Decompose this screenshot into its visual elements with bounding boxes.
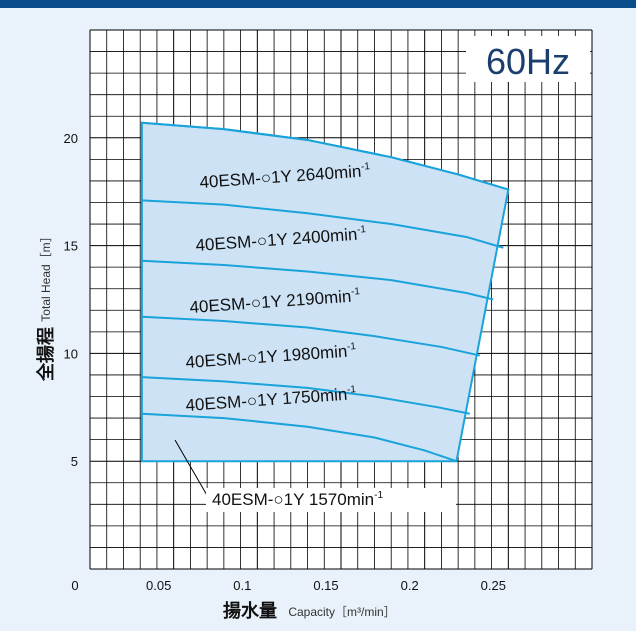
x-tick-label: 0.15 (313, 578, 338, 593)
frequency-label: 60Hz (486, 41, 570, 82)
y-axis-ticks: 5 10 15 20 (64, 131, 78, 469)
y-tick-label: 10 (64, 346, 78, 361)
y-axis-label: 全揚程 (35, 327, 56, 382)
x-axis-ticks: 0 0.05 0.1 0.15 0.2 0.25 (71, 578, 506, 593)
x-tick-label: 0.05 (146, 578, 171, 593)
x-axis-label: 揚水量 (223, 600, 277, 621)
x-tick-label: 0.2 (401, 578, 419, 593)
curve-label-1570: 40ESM-○1Y 1570min-1 (212, 490, 383, 509)
y-tick-label: 20 (64, 131, 78, 146)
x-tick-label: 0 (71, 578, 78, 593)
x-axis-sublabel: Capacity［m³/min］ (288, 605, 395, 619)
x-tick-label: 0.25 (481, 578, 506, 593)
y-tick-label: 15 (64, 239, 78, 254)
x-tick-label: 0.1 (233, 578, 251, 593)
y-tick-label: 5 (71, 454, 78, 469)
y-axis-sublabel: Total Head［m］ (39, 230, 53, 321)
